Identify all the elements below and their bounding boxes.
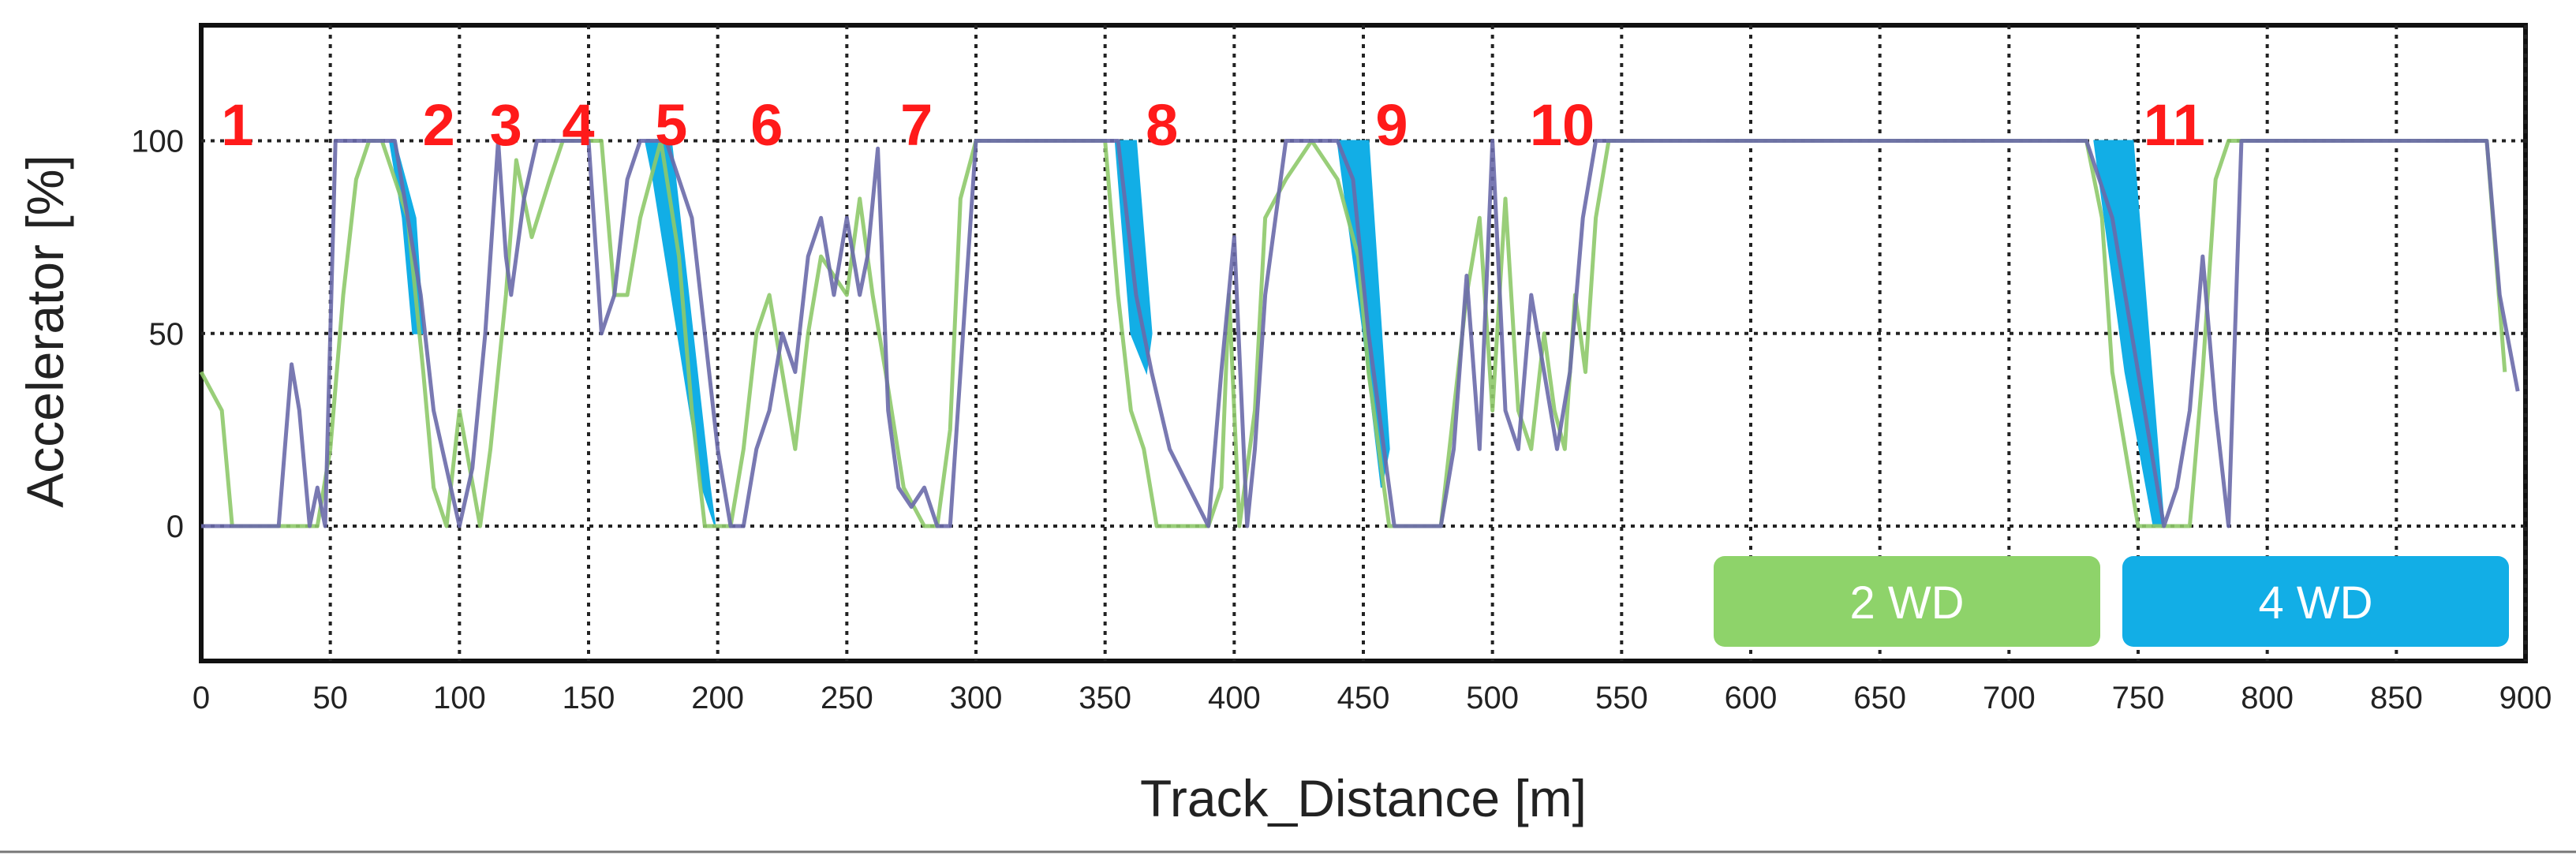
y-tick-labels: 0 50 100 [131, 125, 184, 544]
section-marker-2: 2 [423, 92, 455, 158]
x-tick-label: 550 [1595, 681, 1648, 715]
x-tick-label: 0 [193, 681, 210, 715]
section-marker-11: 11 [2144, 92, 2205, 158]
legend-box-2wd [1714, 556, 2100, 647]
series-line-4wd [201, 139, 2520, 528]
legend-label-2wd: 2 WD [1850, 577, 1965, 629]
x-tick-label: 300 [950, 681, 1003, 715]
x-tick-label: 600 [1725, 681, 1778, 715]
x-tick-label: 100 [433, 681, 486, 715]
section-marker-4: 4 [562, 92, 594, 158]
section-marker-1: 1 [221, 92, 253, 158]
section-markers: 1 2 3 4 5 6 7 8 9 10 11 [221, 92, 2205, 158]
grid [201, 25, 2527, 661]
section-marker-3: 3 [490, 92, 522, 158]
y-tick-label: 100 [131, 125, 184, 159]
x-tick-labels: 0 50 100 150 200 250 300 350 400 450 500 550 600 650 7… [193, 681, 2552, 715]
x-tick-label: 650 [1853, 681, 1906, 715]
legend-box-4wd [2122, 556, 2509, 647]
x-tick-label: 800 [2241, 681, 2294, 715]
x-tick-label: 500 [1466, 681, 1519, 715]
section-marker-8: 8 [1146, 92, 1178, 158]
section-marker-7: 7 [900, 92, 933, 158]
x-tick-label: 900 [2499, 681, 2552, 715]
x-axis-title: Track_Distance [m] [1140, 769, 1587, 827]
x-tick-label: 50 [312, 681, 348, 715]
x-tick-label: 150 [563, 681, 615, 715]
x-tick-label: 400 [1208, 681, 1261, 715]
x-tick-label: 350 [1079, 681, 1131, 715]
section-marker-6: 6 [750, 92, 783, 158]
y-axis-title: Accelerator [%] [16, 155, 74, 508]
x-tick-label: 450 [1337, 681, 1390, 715]
legend: 2 WD 4 WD [1714, 556, 2509, 647]
x-tick-label: 250 [821, 681, 873, 715]
x-tick-label: 850 [2370, 681, 2423, 715]
section-marker-5: 5 [655, 92, 687, 158]
y-tick-label: 0 [166, 510, 184, 544]
section-marker-9: 9 [1375, 92, 1408, 158]
x-tick-label: 750 [2112, 681, 2165, 715]
x-tick-label: 700 [1983, 681, 2036, 715]
y-tick-label: 50 [149, 317, 185, 352]
series-lines [199, 139, 2520, 528]
section-marker-10: 10 [1530, 92, 1595, 158]
x-tick-label: 200 [691, 681, 744, 715]
legend-label-4wd: 4 WD [2259, 577, 2373, 629]
